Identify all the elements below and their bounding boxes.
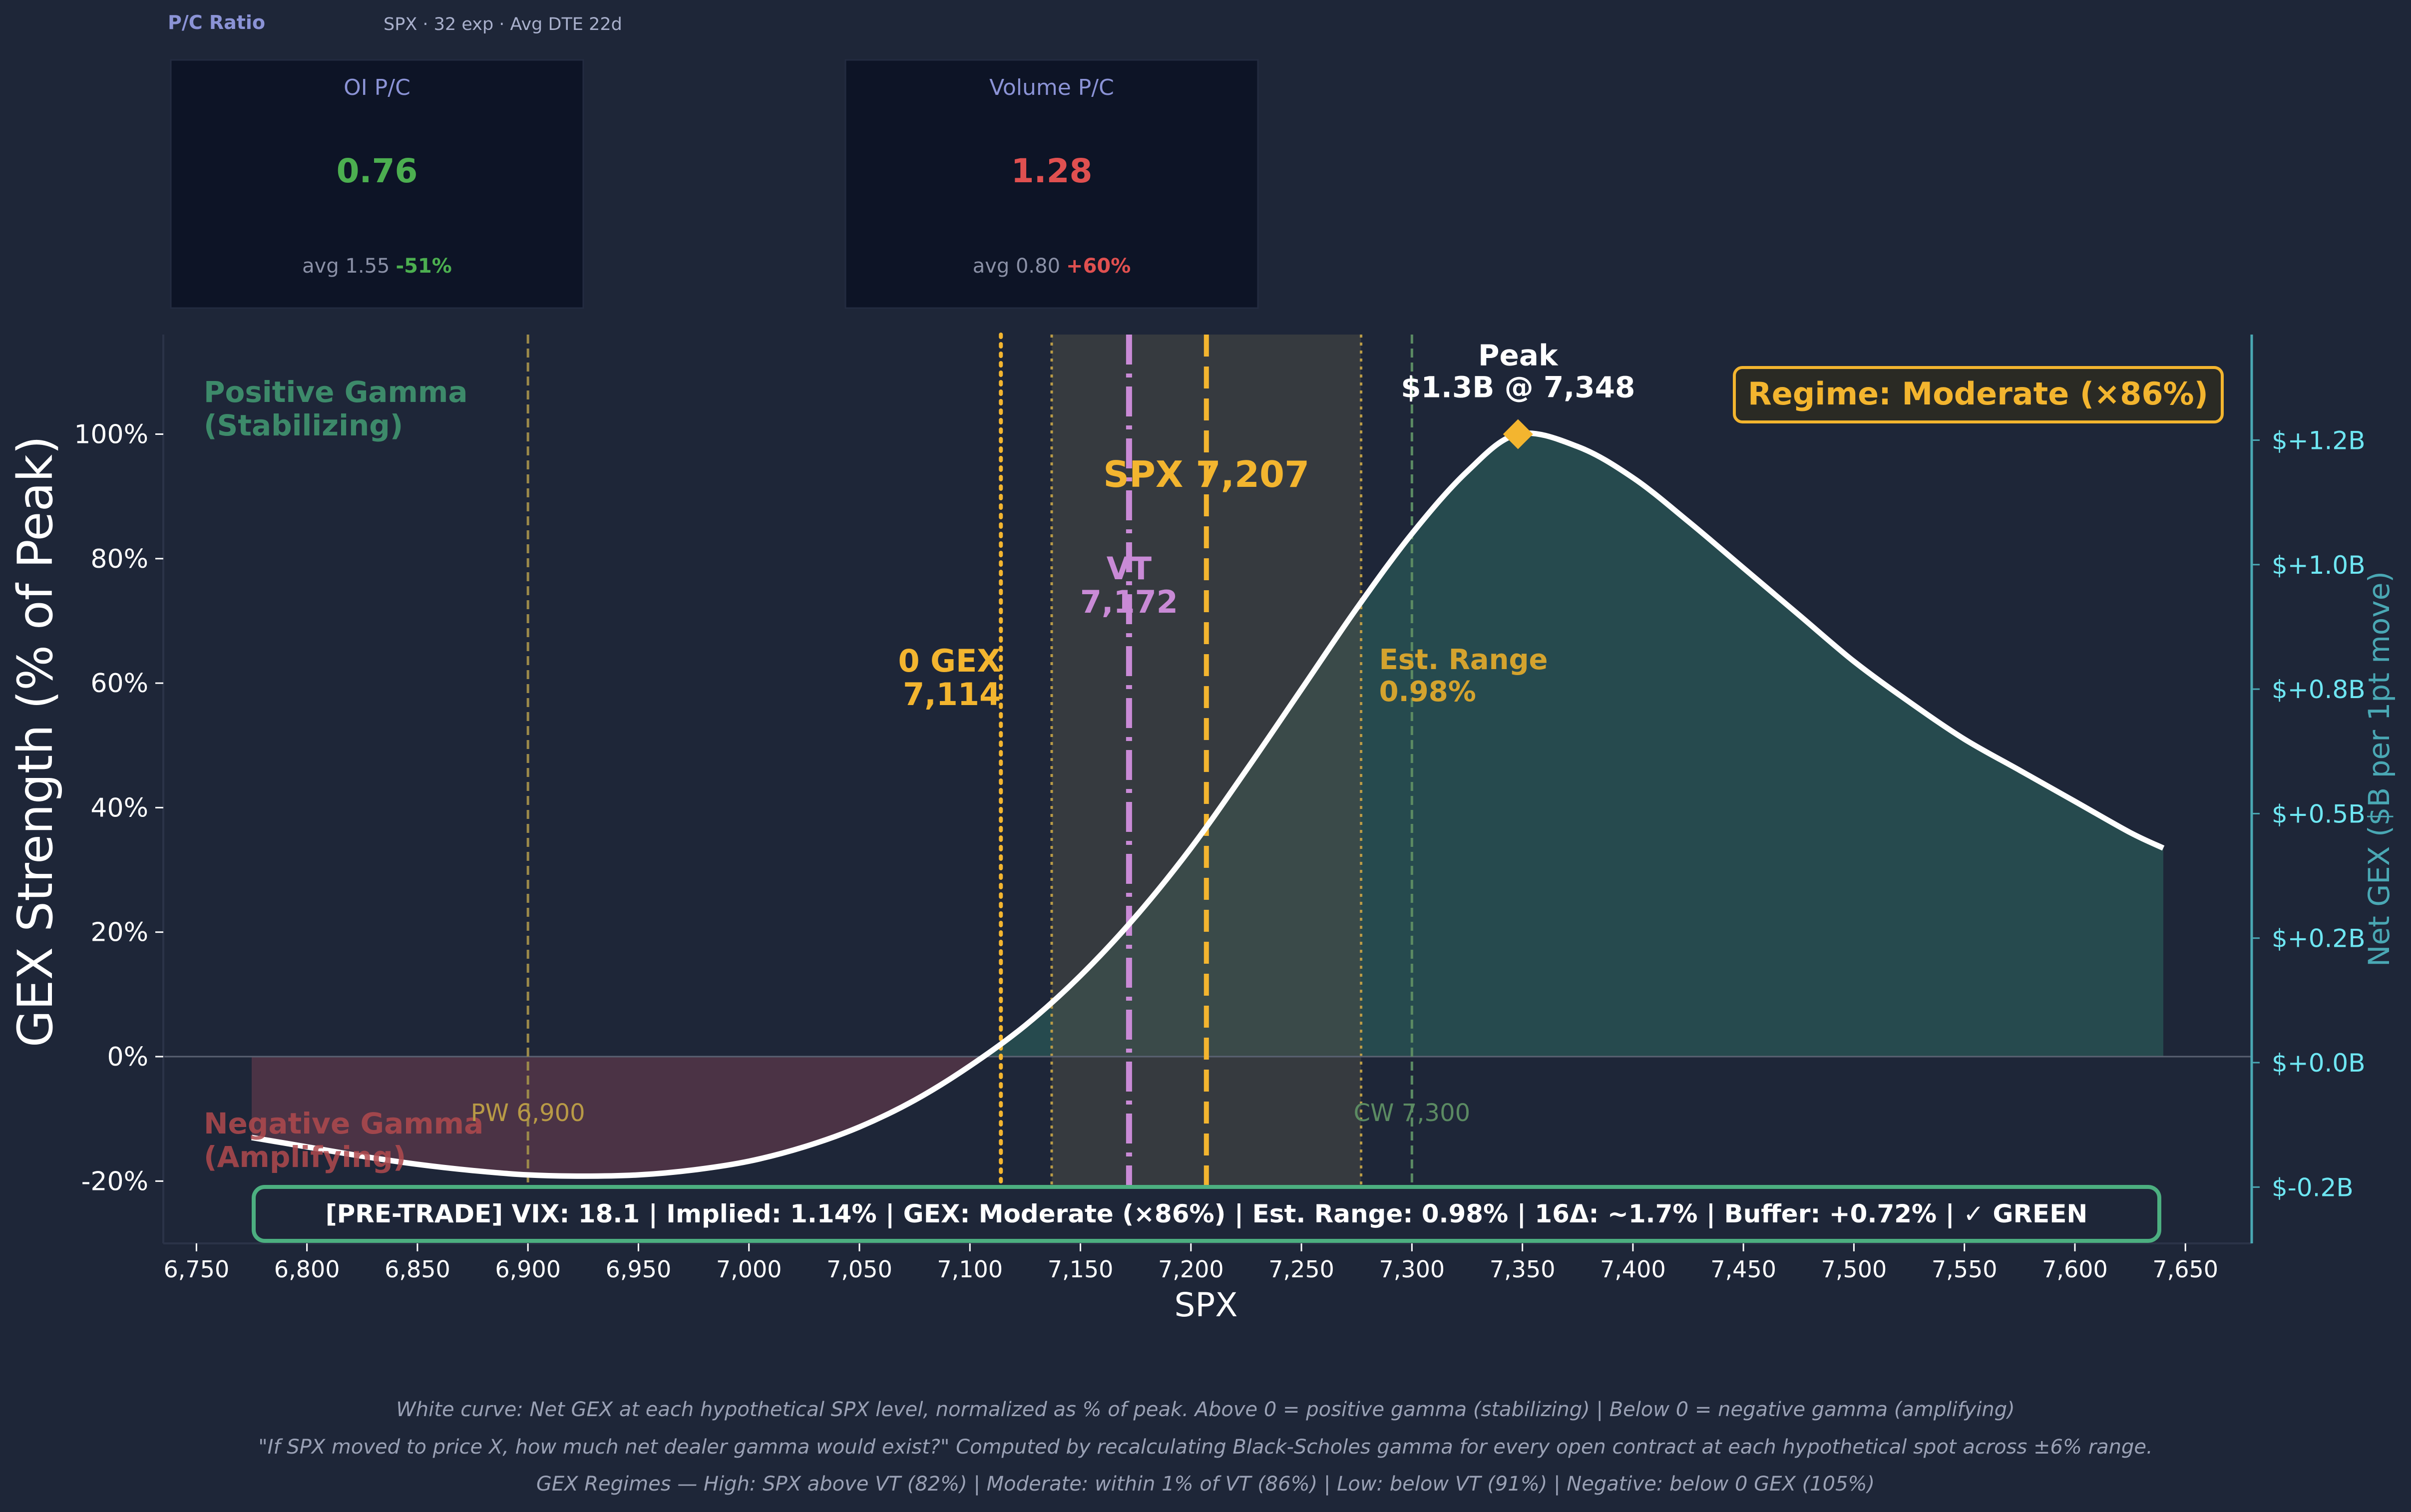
footer-note-1: White curve: Net GEX at each hypothetica… bbox=[396, 1398, 2014, 1421]
x-tick-label: 7,050 bbox=[826, 1256, 892, 1283]
y-tick-label: 80% bbox=[90, 544, 148, 574]
x-tick-label: 7,650 bbox=[2152, 1256, 2218, 1283]
x-tick-label: 6,950 bbox=[606, 1256, 672, 1283]
x-tick-label: 7,600 bbox=[2042, 1256, 2108, 1283]
x-tick-label: 7,200 bbox=[1158, 1256, 1224, 1283]
chart-plot-area: Peak$1.3B @ 7,348 6,750 6,800 6,850 6,900 6,9… bbox=[74, 333, 2366, 1283]
volume-pc-avg: avg 0.80 bbox=[973, 255, 1060, 278]
positive-gamma-label: Positive Gamma bbox=[204, 375, 467, 409]
pc-ratio-subtitle: SPX · 32 exp · Avg DTE 22d bbox=[384, 14, 622, 34]
x-tick-label: 7,500 bbox=[1821, 1256, 1887, 1283]
y-tick-label: 60% bbox=[90, 669, 148, 699]
zero-gex-label: 0 GEX bbox=[898, 643, 1001, 679]
est-range-label: Est. Range bbox=[1379, 644, 1548, 676]
oi-pc-card: OI P/C 0.76 avg 1.55 -51% bbox=[170, 59, 584, 309]
x-tick-label: 7,250 bbox=[1268, 1256, 1334, 1283]
right-tick-label: $+0.2B bbox=[2272, 924, 2366, 953]
y-tick-label: 20% bbox=[90, 918, 148, 948]
x-tick-label: 7,000 bbox=[716, 1256, 782, 1283]
volume-pc-change: +60% bbox=[1066, 255, 1131, 278]
positive-gamma-sublabel: (Stabilizing) bbox=[204, 408, 403, 442]
call-wall-label: CW 7,300 bbox=[1354, 1099, 1471, 1127]
volume-pc-card: Volume P/C 1.28 avg 0.80 +60% bbox=[844, 59, 1259, 309]
pretrade-status-bar bbox=[252, 1185, 2161, 1243]
right-tick-label: $+0.0B bbox=[2272, 1049, 2366, 1078]
x-tick-label: 7,150 bbox=[1048, 1256, 1114, 1283]
zero-gex-value: 7,114 bbox=[903, 676, 1001, 713]
net-gex-curve bbox=[251, 430, 2165, 1179]
y-tick-label: 0% bbox=[107, 1042, 149, 1072]
spx-spot-label: SPX 7,207 bbox=[1103, 453, 1309, 495]
pretrade-status-text: [PRE-TRADE] VIX: 18.1 | Implied: 1.14% |… bbox=[326, 1199, 2087, 1228]
y-axis-title: GEX Strength (% of Peak) bbox=[7, 436, 63, 1048]
right-axis-title: Net GEX ($B per 1pt move) bbox=[2362, 571, 2396, 967]
negative-gamma-sublabel: (Amplifying) bbox=[204, 1140, 406, 1174]
x-tick-label: 6,850 bbox=[385, 1256, 450, 1283]
peak-label-value: $1.3B @ 7,348 bbox=[1401, 370, 1635, 404]
oi-pc-value: 0.76 bbox=[337, 152, 418, 190]
volume-pc-avg-line: avg 0.80 +60% bbox=[973, 255, 1131, 278]
x-tick-label: 7,350 bbox=[1490, 1256, 1556, 1283]
volume-pc-card-bg bbox=[844, 59, 1259, 309]
x-tick-label: 7,100 bbox=[937, 1256, 1003, 1283]
put-wall-label: PW 6,900 bbox=[471, 1099, 585, 1127]
y-tick-label: 100% bbox=[74, 419, 148, 449]
negative-gamma-label: Negative Gamma bbox=[204, 1107, 483, 1140]
peak-marker-icon bbox=[1503, 419, 1533, 449]
vol-trigger-label: VT bbox=[1107, 550, 1152, 587]
positive-gamma-area bbox=[252, 433, 2163, 1057]
regime-badge bbox=[1733, 366, 2224, 423]
x-tick-label: 7,550 bbox=[1932, 1256, 1998, 1283]
footer-note-2: "If SPX moved to price X, how much net d… bbox=[258, 1436, 2152, 1459]
regime-badge-label: Regime: Moderate (×86%) bbox=[1748, 376, 2208, 412]
y-tick-label: -20% bbox=[81, 1166, 148, 1196]
pc-ratio-section-title: P/C Ratio bbox=[168, 11, 265, 33]
x-tick-label: 6,800 bbox=[274, 1256, 340, 1283]
oi-pc-card-bg bbox=[170, 59, 584, 309]
volume-pc-card-title: Volume P/C bbox=[989, 75, 1114, 100]
right-tick-label: $+1.2B bbox=[2272, 426, 2366, 455]
oi-pc-avg: avg 1.55 bbox=[302, 255, 390, 278]
x-tick-label: 7,450 bbox=[1710, 1256, 1776, 1283]
y-tick-label: 40% bbox=[90, 793, 148, 823]
footer-note-3: GEX Regimes — High: SPX above VT (82%) |… bbox=[536, 1473, 1875, 1496]
volume-pc-value: 1.28 bbox=[1011, 152, 1093, 190]
oi-pc-card-title: OI P/C bbox=[344, 75, 410, 100]
oi-pc-change: -51% bbox=[396, 255, 452, 278]
x-tick-label: 6,750 bbox=[164, 1256, 230, 1283]
right-tick-label: $+0.8B bbox=[2272, 675, 2366, 704]
right-tick-label: $+1.0B bbox=[2272, 551, 2366, 580]
x-tick-label: 7,400 bbox=[1600, 1256, 1666, 1283]
vol-trigger-value: 7,172 bbox=[1080, 584, 1178, 620]
peak-label-title: Peak bbox=[1478, 338, 1559, 372]
x-axis-title: SPX bbox=[1175, 1286, 1238, 1324]
x-tick-label: 6,900 bbox=[495, 1256, 561, 1283]
x-tick-label: 7,300 bbox=[1379, 1256, 1445, 1283]
right-tick-label: $+0.5B bbox=[2272, 799, 2366, 828]
est-range-value: 0.98% bbox=[1379, 676, 1476, 708]
right-tick-label: $-0.2B bbox=[2272, 1173, 2354, 1202]
oi-pc-avg-line: avg 1.55 -51% bbox=[302, 255, 452, 278]
